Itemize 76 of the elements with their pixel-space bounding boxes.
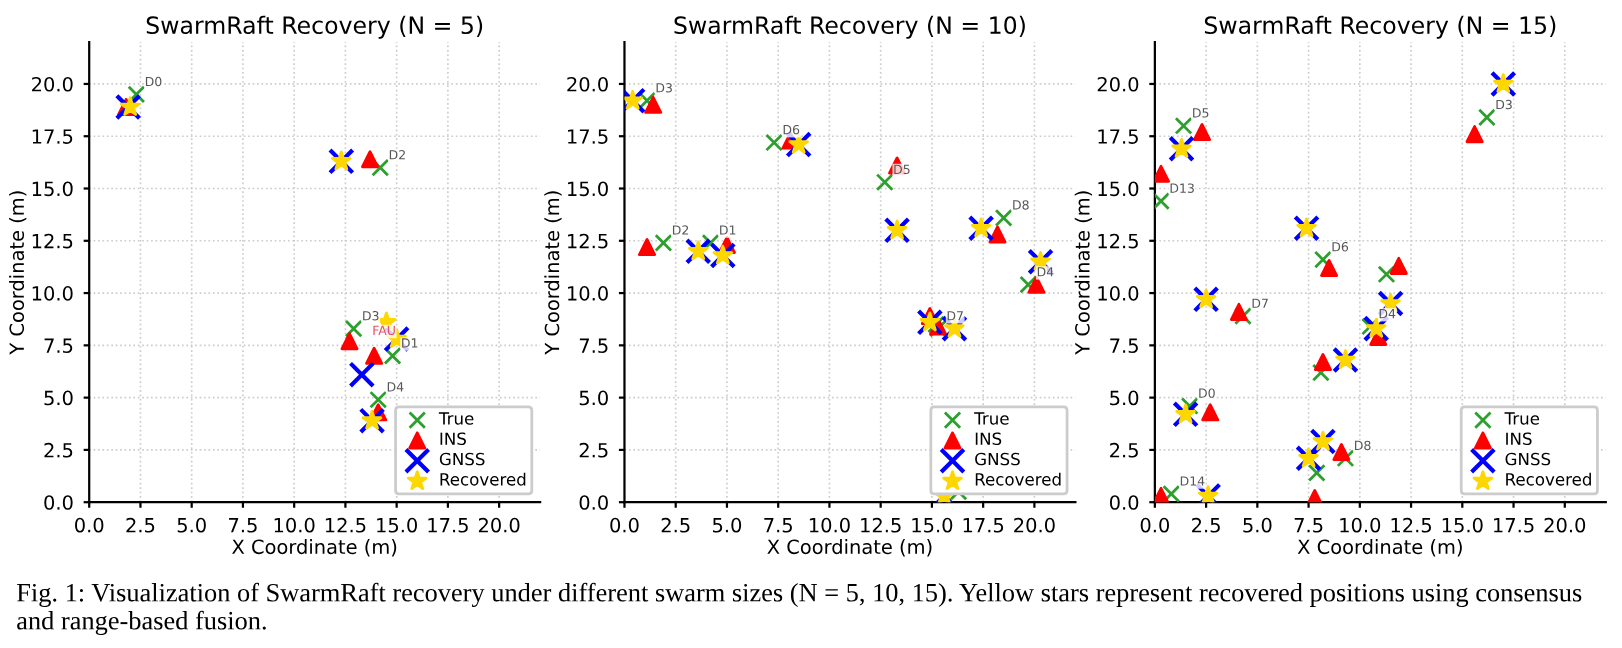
y-tick-label: 0.0 <box>1109 495 1139 510</box>
y-tick-label: 17.5 <box>1098 129 1138 144</box>
legend-label: Recovered <box>975 472 1061 486</box>
y-tick-label: 7.5 <box>1110 338 1138 354</box>
y-tick-label: 12.5 <box>1098 233 1138 249</box>
y-tick-label: 5.0 <box>579 390 608 406</box>
x-tick-label: 12.5 <box>861 517 901 533</box>
y-tick-label: 10.0 <box>32 286 73 301</box>
y-tick-label: 7.5 <box>44 338 73 354</box>
legend-label: INS <box>975 432 1002 446</box>
legend-label: GNSS <box>1505 452 1551 466</box>
y-tick-label: 7.5 <box>579 338 608 354</box>
x-tick-label: 7.5 <box>229 518 257 533</box>
x-tick-label: 5.0 <box>177 517 206 533</box>
x-tick-label: 2.5 <box>126 517 155 533</box>
y-tick-label: 0.0 <box>44 495 73 510</box>
legend-label: True <box>974 412 1009 425</box>
x-tick-label: 20.0 <box>1544 517 1586 533</box>
x-axis-title: X Coordinate (m) <box>1297 539 1462 557</box>
y-tick-label: 5.0 <box>1110 390 1139 406</box>
y-tick-label: 5.0 <box>44 390 73 406</box>
x-tick-label: 17.5 <box>428 518 468 533</box>
chart-title: SwarmRaft Recovery (N = 10) <box>674 15 1025 39</box>
x-axis-title: X Coordinate (m) <box>232 539 397 557</box>
y-axis-title: Y Coordinate (m) <box>1074 191 1093 355</box>
x-tick-label: 12.5 <box>1391 517 1432 533</box>
y-tick-label: 10.0 <box>568 286 608 301</box>
y-tick-label: 0.0 <box>579 495 608 510</box>
x-tick-label: 17.5 <box>963 518 1004 533</box>
legend-label: Recovered <box>1506 472 1591 486</box>
legend-label: Recovered <box>440 472 526 486</box>
legend-label: INS <box>440 432 466 446</box>
legend-label: GNSS <box>975 452 1020 466</box>
x-tick-label: 0.0 <box>610 517 639 533</box>
y-tick-label: 20.0 <box>32 76 73 92</box>
legend-label: INS <box>1506 432 1532 446</box>
x-tick-label: 17.5 <box>1494 518 1534 533</box>
y-tick-label: 2.5 <box>579 442 608 458</box>
x-tick-label: 2.5 <box>1192 517 1220 533</box>
y-tick-label: 20.0 <box>1097 76 1139 92</box>
y-tick-label: 15.0 <box>1098 181 1139 197</box>
x-tick-label: 15.0 <box>912 517 953 533</box>
chart-title: SwarmRaft Recovery (N = 15) <box>1204 15 1556 39</box>
legend-label: GNSS <box>439 452 485 466</box>
y-tick-label: 15.0 <box>568 181 608 197</box>
x-tick-label: 2.5 <box>661 517 690 533</box>
x-tick-label: 10.0 <box>1340 517 1381 533</box>
x-tick-label: 7.5 <box>764 518 792 533</box>
x-tick-label: 7.5 <box>1294 518 1323 533</box>
caption: Fig. 1: Visualization of SwarmRaft recovery under different swarm sizes (N = 5, 10, 15). Yellow stars represent recovered positions using consensus and range-based fusion. <box>16 582 1582 636</box>
x-tick-label: 12.5 <box>325 517 366 533</box>
y-tick-label: 2.5 <box>44 442 73 458</box>
x-tick-label: 5.0 <box>712 517 742 533</box>
x-tick-label: 0.0 <box>75 517 104 533</box>
x-tick-label: 0.0 <box>1140 517 1170 533</box>
x-tick-label: 5.0 <box>1243 517 1272 533</box>
chart-title: SwarmRaft Recovery (N = 5) <box>146 15 483 39</box>
y-tick-label: 2.5 <box>1110 442 1138 458</box>
x-tick-label: 20.0 <box>478 517 520 533</box>
y-tick-label: 17.5 <box>568 129 608 144</box>
legend-label: True <box>438 412 474 425</box>
x-tick-label: 20.0 <box>1014 517 1055 533</box>
x-tick-label: 15.0 <box>377 517 418 533</box>
x-tick-label: 15.0 <box>1442 517 1483 533</box>
y-axis-title: Y Coordinate (m) <box>544 191 562 355</box>
y-tick-label: 15.0 <box>32 181 73 197</box>
legend-label: True <box>1504 412 1540 425</box>
y-tick-label: 12.5 <box>32 233 73 249</box>
y-tick-label: 12.5 <box>568 233 608 249</box>
y-axis-title: Y Coordinate (m) <box>9 191 27 355</box>
x-tick-label: 10.0 <box>809 517 850 533</box>
y-tick-label: 10.0 <box>1098 286 1139 301</box>
y-tick-label: 17.5 <box>32 129 73 144</box>
x-tick-label: 10.0 <box>274 517 315 533</box>
y-tick-label: 20.0 <box>567 76 608 92</box>
x-axis-title: X Coordinate (m) <box>767 539 932 557</box>
